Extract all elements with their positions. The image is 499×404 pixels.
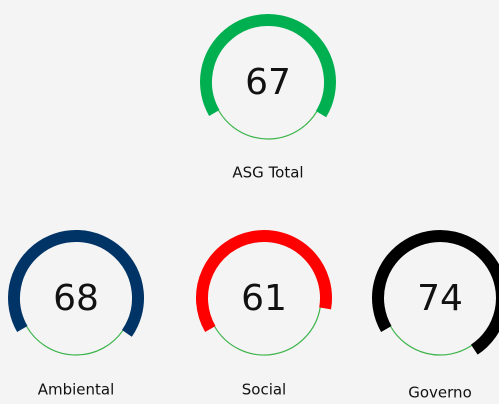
gauge-value: 61 [241, 278, 287, 319]
gauge-track [214, 307, 321, 356]
gauge-track [218, 110, 318, 140]
gauge-value-arc [372, 230, 499, 355]
gauge-title: Governo [408, 384, 472, 402]
gauge-track [26, 326, 124, 356]
gauge-value-arc [8, 230, 144, 337]
gauge-value: 74 [417, 278, 463, 319]
gauge-value-arc [196, 230, 332, 332]
gauge-value: 67 [245, 62, 291, 103]
gauge-title: Ambiental [38, 381, 115, 399]
gauge-value-arc [200, 14, 336, 118]
gauge-title: Social [242, 381, 286, 399]
gauge-value: 68 [53, 278, 99, 319]
gauge-title: ASG Total [232, 164, 303, 182]
gauge-track [390, 326, 472, 356]
